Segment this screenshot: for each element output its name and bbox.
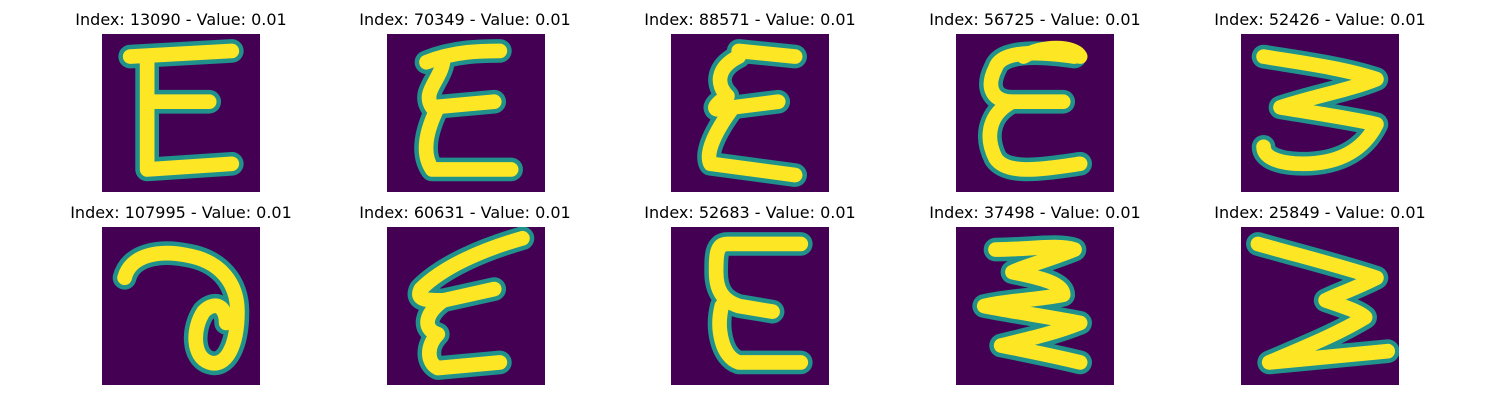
glyph-image <box>102 227 260 385</box>
glyph-e-cursive-2 <box>671 34 829 192</box>
glyph-image <box>956 34 1114 192</box>
glyph-image <box>387 227 545 385</box>
panel-title: Index: 56725 - Value: 0.01 <box>929 10 1141 29</box>
image-panel: Index: 70349 - Value: 0.01 <box>315 0 615 193</box>
panel-title: Index: 52426 - Value: 0.01 <box>1214 10 1426 29</box>
image-panel: Index: 37498 - Value: 0.01 <box>885 193 1185 386</box>
image-panel: Index: 56725 - Value: 0.01 <box>885 0 1185 193</box>
image-panel: Index: 52683 - Value: 0.01 <box>600 193 900 386</box>
glyph-e-straight <box>102 34 260 192</box>
glyph-e-slanted <box>387 227 545 385</box>
image-panel: Index: 13090 - Value: 0.01 <box>31 0 331 193</box>
panel-title: Index: 70349 - Value: 0.01 <box>359 10 571 29</box>
panel-title: Index: 52683 - Value: 0.01 <box>644 203 856 222</box>
image-panel: Index: 107995 - Value: 0.01 <box>31 193 331 386</box>
glyph-e-flipped <box>1241 227 1399 385</box>
glyph-loop <box>102 227 260 385</box>
panel-title: Index: 25849 - Value: 0.01 <box>1214 203 1426 222</box>
panel-title: Index: 13090 - Value: 0.01 <box>75 10 287 29</box>
glyph-image <box>1241 227 1399 385</box>
glyph-e-round <box>671 227 829 385</box>
image-panel: Index: 60631 - Value: 0.01 <box>315 193 615 386</box>
image-panel: Index: 25849 - Value: 0.01 <box>1170 193 1470 386</box>
image-panel: Index: 52426 - Value: 0.01 <box>1170 0 1470 193</box>
glyph-image <box>387 34 545 192</box>
glyph-image <box>102 34 260 192</box>
glyph-image <box>671 227 829 385</box>
glyph-epsilon <box>956 34 1114 192</box>
glyph-image <box>1241 34 1399 192</box>
glyph-image <box>671 34 829 192</box>
image-panel: Index: 88571 - Value: 0.01 <box>600 0 900 193</box>
glyph-e-zigzag <box>956 227 1114 385</box>
panel-title: Index: 88571 - Value: 0.01 <box>644 10 856 29</box>
glyph-e-cursive <box>387 34 545 192</box>
glyph-image <box>956 227 1114 385</box>
panel-title: Index: 60631 - Value: 0.01 <box>359 203 571 222</box>
panel-title: Index: 37498 - Value: 0.01 <box>929 203 1141 222</box>
glyph-three-open <box>1241 34 1399 192</box>
panel-title: Index: 107995 - Value: 0.01 <box>70 203 292 222</box>
